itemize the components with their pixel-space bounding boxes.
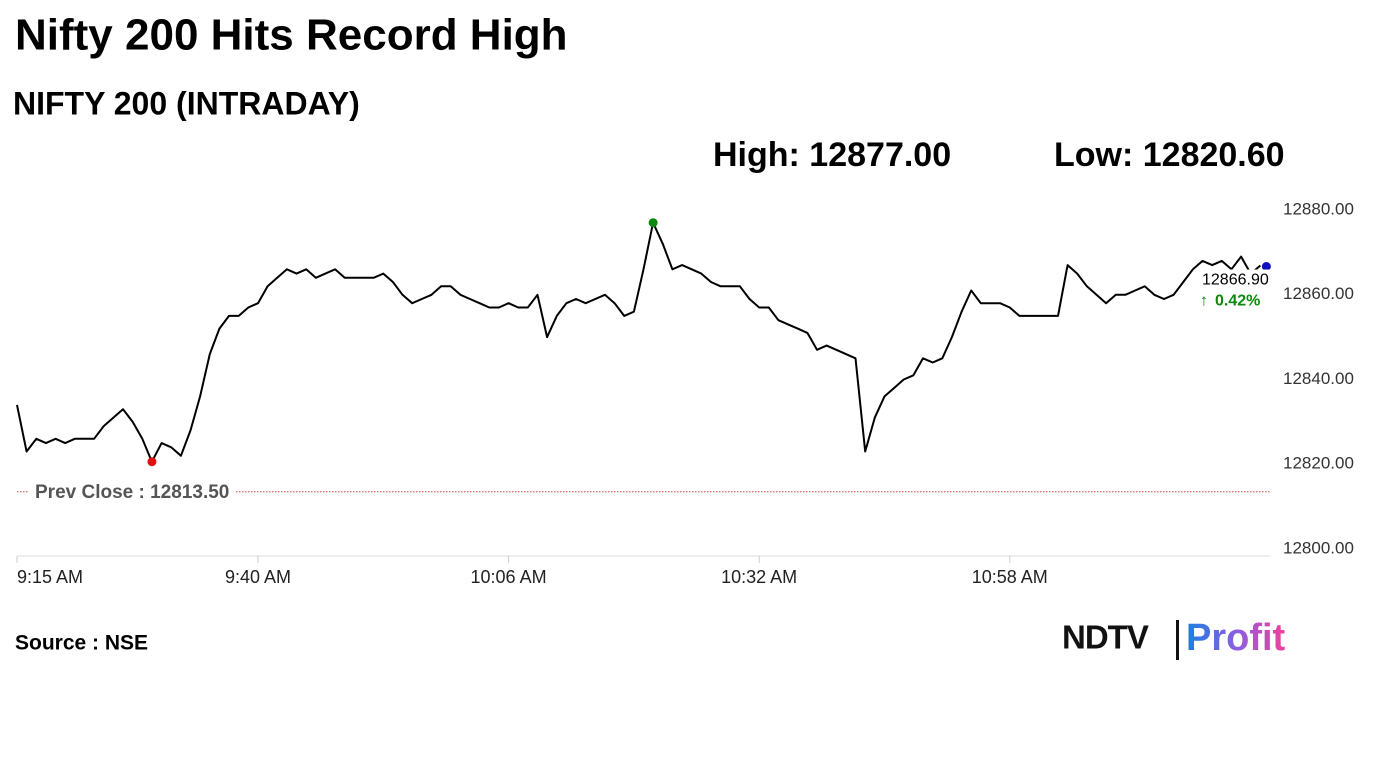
logo-divider xyxy=(1176,620,1179,660)
chart-title: Nifty 200 Hits Record High xyxy=(15,11,568,60)
x-tick-label: 10:32 AM xyxy=(721,567,797,587)
prev-close-label-bg xyxy=(29,481,236,503)
y-tick-label: 12880.00 xyxy=(1283,199,1354,218)
change-arrow: ↑ xyxy=(1200,293,1208,310)
high-point xyxy=(648,218,658,228)
change-label: 0.42% xyxy=(1215,293,1260,310)
low-point xyxy=(147,457,157,467)
y-tick-label: 12800.00 xyxy=(1283,538,1354,557)
last-point xyxy=(1261,262,1271,272)
price-line xyxy=(16,221,1262,463)
y-tick-label: 12840.00 xyxy=(1283,369,1354,388)
high-label: High: 12877.00 xyxy=(713,136,951,174)
chart-subtitle: NIFTY 200 (INTRADAY) xyxy=(13,85,360,121)
source: Source : NSE xyxy=(15,632,148,655)
logo-product: Profit xyxy=(1186,617,1286,659)
logo-brand: NDTV xyxy=(1062,619,1149,656)
prev-close-label: Prev Close : 12813.50 xyxy=(35,482,229,503)
low-label: Low: 12820.60 xyxy=(1054,136,1285,174)
last-label: 12866.90 xyxy=(1202,272,1269,289)
last-label-bg xyxy=(1199,269,1279,310)
y-tick-label: 12820.00 xyxy=(1283,454,1354,473)
x-tick-label: 10:06 AM xyxy=(471,567,547,587)
x-tick-label: 9:40 AM xyxy=(225,567,291,587)
y-tick-label: 12860.00 xyxy=(1283,284,1354,303)
x-tick-label: 9:15 AM xyxy=(17,567,83,587)
x-tick-label: 10:58 AM xyxy=(972,567,1048,587)
